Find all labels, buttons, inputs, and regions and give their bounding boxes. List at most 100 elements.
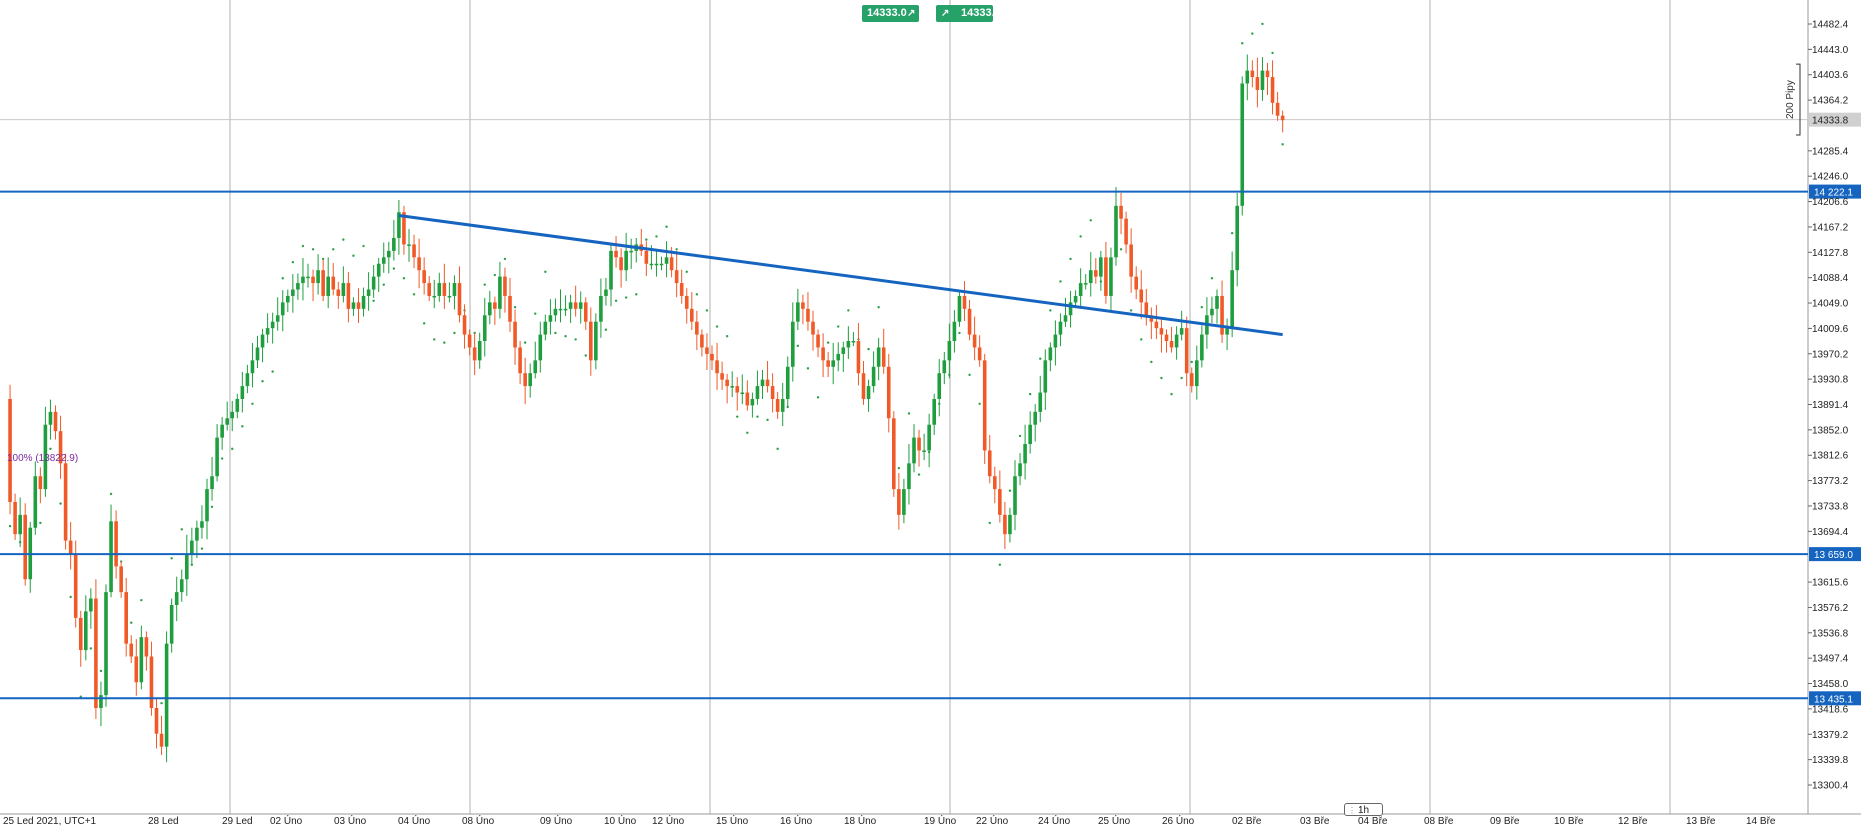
candle-up <box>280 302 285 316</box>
candle-up <box>286 295 290 303</box>
sar-dot <box>564 334 567 338</box>
sar-dot <box>89 647 93 650</box>
candle-up <box>902 489 906 515</box>
time-tick-label: 12 Úno <box>652 814 685 827</box>
price-tick-label: 14127.8 <box>1812 248 1849 259</box>
candle-down <box>1124 218 1128 245</box>
horizontal-levels[interactable]: 14 222.1 13 659.0 13 435.1 <box>0 184 1861 706</box>
timeframe-label: 1h <box>1357 805 1370 816</box>
sell-price-badge[interactable]: 14333.0 ↗ <box>862 5 919 22</box>
candle-up <box>245 373 250 387</box>
candle-down <box>412 244 416 258</box>
price-tick-label: 14206.6 <box>1812 197 1849 208</box>
sar-dot <box>554 331 557 335</box>
sar-dot <box>200 547 204 550</box>
candle-up <box>351 302 356 309</box>
candle-up <box>33 476 38 528</box>
time-tick-label: 12 Bře <box>1618 816 1648 827</box>
sar-dot <box>241 425 244 428</box>
candle-up <box>922 450 926 452</box>
candle-down <box>1220 295 1224 335</box>
candle-down <box>765 379 770 387</box>
candle-up <box>392 238 396 251</box>
candle-up <box>841 347 846 354</box>
time-tick-label: 28 Led <box>148 816 179 827</box>
candle-down <box>695 321 699 335</box>
fib-level-label: 100% (13822.9) <box>7 453 78 464</box>
candle-up <box>361 295 366 309</box>
grip-icon: ⋮⋮ <box>1348 806 1364 815</box>
time-tick-label: 18 Úno <box>844 814 877 827</box>
timeframe-selector[interactable]: ⋮⋮ 1h <box>1344 803 1383 816</box>
candle-down <box>63 463 68 541</box>
price-tick-label: 13812.6 <box>1812 451 1849 462</box>
candle-up <box>18 514 22 535</box>
sar-dot <box>8 524 12 528</box>
candle-up <box>831 360 835 367</box>
candle-up <box>1195 360 1199 387</box>
candle-up <box>109 521 113 593</box>
sar-dot <box>655 235 658 238</box>
candle-down <box>1104 257 1108 296</box>
candle-up <box>543 321 548 335</box>
candle-up <box>371 276 376 290</box>
candle-up <box>952 321 957 342</box>
candle-up <box>1073 295 1078 303</box>
sar-dot <box>1241 42 1244 45</box>
sar-dot <box>806 367 810 370</box>
candle-up <box>659 263 664 266</box>
level-price-tag <box>1809 547 1861 562</box>
candle-down <box>811 321 815 335</box>
candle-down <box>583 302 588 322</box>
candle-up <box>538 334 543 361</box>
price-tick-label: 13458.0 <box>1812 679 1849 690</box>
candle-up <box>578 302 583 309</box>
candle-down <box>826 360 830 367</box>
candle-down <box>1184 328 1189 374</box>
ruler-bracket <box>1796 63 1801 136</box>
candle-up <box>1174 334 1179 348</box>
candle-down <box>1250 70 1255 78</box>
time-tick-label: 04 Bře <box>1358 816 1388 827</box>
candle-down <box>1270 77 1275 103</box>
sar-dot <box>180 528 183 531</box>
candle-up <box>528 373 532 387</box>
candle-up <box>139 637 144 683</box>
sar-dot <box>99 669 103 673</box>
sar-dot <box>382 283 385 286</box>
candle-down <box>1164 334 1169 342</box>
buy-price-badge[interactable]: ↗ 14333.8 <box>936 5 1001 22</box>
sar-dot <box>1049 309 1052 312</box>
candle-up <box>629 250 633 253</box>
time-tick-label: 29 Led <box>222 816 253 827</box>
trend-line[interactable] <box>398 213 1283 337</box>
sar-dot <box>665 225 668 228</box>
sar-dot <box>513 306 517 309</box>
candle-down <box>897 489 901 515</box>
candle-up <box>912 437 916 464</box>
candle-up <box>185 553 189 580</box>
sar-dot <box>837 325 840 328</box>
sar-dot <box>210 505 214 509</box>
sar-dot <box>291 260 295 264</box>
candle-down <box>417 257 421 271</box>
candle-up <box>927 424 931 451</box>
candle-up <box>871 366 876 387</box>
current-price-tag <box>1809 112 1861 127</box>
sar-dot <box>503 257 507 261</box>
sar-dot <box>321 257 325 261</box>
sar-dot <box>897 466 901 470</box>
candle-down <box>1189 373 1194 387</box>
candle-up <box>1013 476 1017 515</box>
sar-dot <box>1140 338 1143 341</box>
candle-down <box>1154 321 1159 329</box>
candle-up <box>179 579 184 593</box>
sar-dot <box>1018 434 1022 438</box>
candle-up <box>654 263 659 266</box>
parabolic-sar-series <box>8 22 1284 705</box>
candle-up <box>452 283 457 296</box>
sar-dot <box>1170 392 1173 396</box>
candle-up <box>1058 321 1063 335</box>
